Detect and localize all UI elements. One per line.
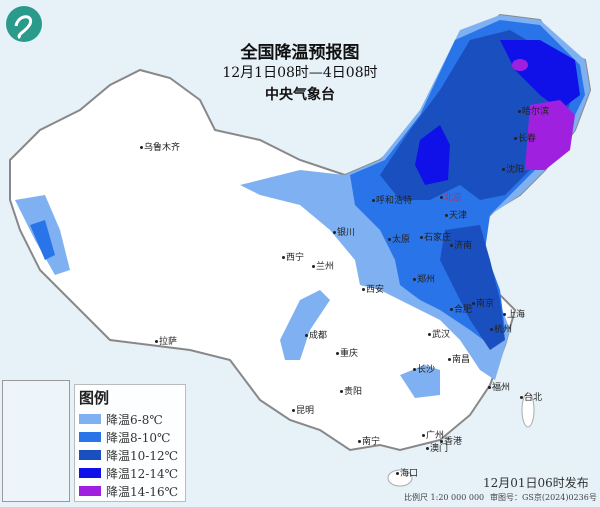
legend-swatch — [79, 432, 101, 442]
city-label: 福州 — [488, 380, 510, 393]
legend-swatch — [79, 468, 101, 478]
city-label: 沈阳 — [502, 162, 524, 175]
city-label: 兰州 — [312, 259, 334, 272]
issued-time: 12月01日06时发布 — [483, 476, 589, 490]
city-label: 天津 — [445, 208, 467, 221]
city-label: 台北 — [520, 390, 542, 403]
city-label: 乌鲁木齐 — [140, 140, 180, 153]
city-label: 杭州 — [490, 322, 512, 335]
city-label: 拉萨 — [155, 334, 177, 347]
city-label: 重庆 — [336, 346, 358, 359]
cooling-zone-10-12-east — [440, 225, 505, 350]
cooling-zone-6-8-sw — [280, 290, 330, 360]
city-label: 呼和浩特 — [372, 193, 412, 206]
city-label: 南京 — [472, 296, 494, 309]
city-label: 北京 — [440, 190, 462, 203]
map-approval-number: 审图号：GS京(2024)0236号 — [490, 493, 597, 502]
forecast-period: 12月1日08时—4日08时 — [222, 65, 378, 81]
cma-logo — [6, 6, 42, 42]
legend-swatch — [79, 486, 101, 496]
city-label: 长春 — [514, 131, 536, 144]
legend-item: 降温6-8℃ — [79, 410, 181, 428]
city-label: 昆明 — [292, 403, 314, 416]
city-label: 成都 — [305, 328, 327, 341]
legend: 图例 降温6-8℃ 降温8-10℃ 降温10-12℃ 降温12-14℃ 降温14… — [74, 384, 186, 502]
city-label: 南昌 — [448, 352, 470, 365]
city-label: 济南 — [450, 238, 472, 251]
issuer: 中央气象台 — [265, 87, 335, 103]
city-label: 银川 — [333, 225, 355, 238]
legend-swatch — [79, 414, 101, 424]
city-label: 哈尔滨 — [518, 104, 549, 117]
city-label: 西安 — [362, 282, 384, 295]
map-title: 全国降温预报图 — [240, 43, 360, 63]
city-label: 太原 — [388, 232, 410, 245]
legend-item: 降温12-14℃ — [79, 464, 181, 482]
cooling-zone-12-14 — [415, 125, 450, 185]
city-label: 郑州 — [413, 272, 435, 285]
legend-title: 图例 — [79, 389, 110, 407]
legend-item: 降温8-10℃ — [79, 428, 181, 446]
city-label: 海口 — [396, 466, 418, 479]
map-scale: 比例尺 1:20 000 000 — [404, 493, 485, 502]
city-label: 长沙 — [413, 362, 435, 375]
city-label: 广州 — [422, 428, 444, 441]
city-label: 合肥 — [450, 302, 472, 315]
city-label: 石家庄 — [420, 230, 451, 243]
city-label: 南宁 — [358, 434, 380, 447]
cooling-zone-14-16 — [525, 100, 575, 170]
legend-item: 降温10-12℃ — [79, 446, 181, 464]
legend-item: 降温14-16℃ — [79, 482, 181, 500]
south-china-sea-inset — [2, 380, 70, 502]
city-label: 香港 — [440, 434, 462, 447]
cooling-zone-12-14-ne — [500, 40, 580, 110]
city-label: 上海 — [503, 307, 525, 320]
city-label: 武汉 — [428, 327, 450, 340]
city-label: 贵阳 — [340, 384, 362, 397]
city-label: 西宁 — [282, 250, 304, 263]
city-label: 澳门 — [426, 441, 448, 454]
cooling-zone-8-10-west — [30, 220, 55, 260]
legend-swatch — [79, 450, 101, 460]
cooling-zone-14-16-north — [512, 59, 528, 71]
